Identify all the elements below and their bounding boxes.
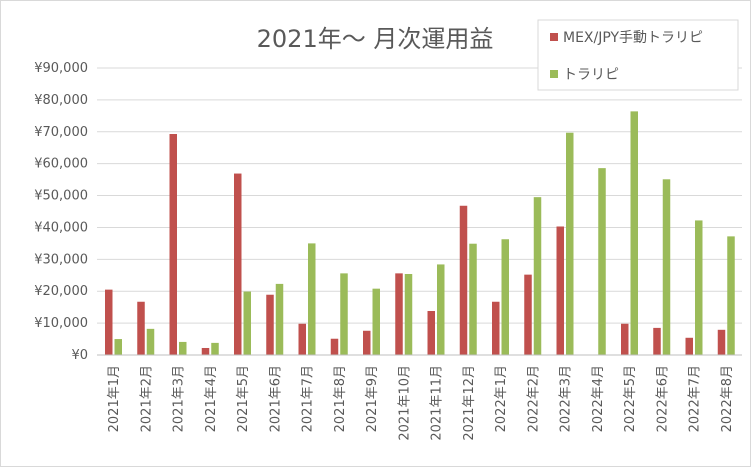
x-tick-label: 2021年5月 xyxy=(236,365,251,432)
y-tick-label: ¥90,000 xyxy=(34,61,88,76)
legend: MEX/JPY手動トラリピ トラリピ xyxy=(537,19,739,91)
x-tick-label: 2022年7月 xyxy=(688,365,703,432)
x-tick-label: 2022年3月 xyxy=(559,365,574,432)
legend-label-trap: トラリピ xyxy=(563,67,619,83)
y-tick-label: ¥70,000 xyxy=(34,125,88,140)
bar-trap xyxy=(114,339,122,355)
bar-trap xyxy=(630,111,638,355)
x-tick-label: 2022年6月 xyxy=(655,365,670,432)
x-tick-label: 2021年1月 xyxy=(107,365,122,432)
x-tick-label: 2022年1月 xyxy=(494,365,509,432)
bar-mex-jpy xyxy=(395,273,403,355)
bar-mex-jpy xyxy=(330,338,339,355)
y-tick-label: ¥50,000 xyxy=(34,189,88,204)
bar-mex-jpy xyxy=(653,327,661,355)
bar-mex-jpy xyxy=(685,337,693,355)
bar-mex-jpy xyxy=(298,323,306,355)
bar-trap xyxy=(727,236,735,355)
bar-trap xyxy=(695,220,703,355)
legend-swatch-mex xyxy=(550,33,558,41)
x-tick-label: 2021年10月 xyxy=(397,365,412,441)
bar-mex-jpy xyxy=(621,323,629,355)
bar-trap xyxy=(533,197,542,355)
y-tick-label: ¥40,000 xyxy=(34,220,88,235)
bar-trap xyxy=(243,291,251,355)
bar-mex-jpy xyxy=(137,301,145,355)
x-tick-label: 2021年4月 xyxy=(204,365,219,432)
y-tick-label: ¥10,000 xyxy=(34,316,88,331)
y-tick-label: ¥30,000 xyxy=(34,252,88,267)
bar-mex-jpy xyxy=(234,173,242,355)
x-tick-label: 2021年8月 xyxy=(333,365,348,432)
x-tick-label: 2021年2月 xyxy=(139,365,154,432)
x-tick-label: 2021年6月 xyxy=(268,365,283,432)
x-tick-label: 2022年2月 xyxy=(526,365,541,432)
bar-mex-jpy xyxy=(363,330,371,355)
bar-mex-jpy xyxy=(556,226,564,355)
chart-title: 2021年〜 月次運用益 xyxy=(257,25,494,53)
x-axis: 2021年1月 2021年2月 2021年3月 2021年4月 2021年5月 2021年… xyxy=(97,354,742,441)
bar-trap xyxy=(566,132,574,355)
bar-mex-jpy xyxy=(201,347,210,355)
bar-trap xyxy=(437,264,445,355)
bar-trap xyxy=(340,273,348,355)
bar-trap xyxy=(404,274,413,355)
bar-mex-jpy xyxy=(524,274,532,355)
bar-trap xyxy=(372,288,380,355)
bar-trap xyxy=(501,239,509,355)
gridlines xyxy=(97,67,742,324)
x-tick-label: 2021年9月 xyxy=(365,365,380,432)
bar-mex-jpy xyxy=(492,301,500,355)
bars xyxy=(105,111,735,355)
x-tick-label: 2022年5月 xyxy=(623,365,638,432)
x-tick-label: 2022年4月 xyxy=(591,365,606,432)
bar-mex-jpy xyxy=(427,310,435,355)
bar-trap xyxy=(598,168,606,355)
y-tick-label: ¥60,000 xyxy=(34,157,88,172)
x-tick-label: 2021年12月 xyxy=(462,365,477,441)
bar-trap xyxy=(308,243,316,355)
y-tick-label: ¥0 xyxy=(71,348,88,363)
bar-trap xyxy=(469,243,477,355)
bar-mex-jpy xyxy=(105,289,113,355)
bar-mex-jpy xyxy=(169,134,177,355)
legend-label-mex: MEX/JPY手動トラリピ xyxy=(563,30,703,46)
x-tick-label: 2022年8月 xyxy=(720,365,735,432)
bar-trap xyxy=(146,328,155,355)
bar-trap xyxy=(662,179,671,355)
y-tick-label: ¥20,000 xyxy=(34,284,88,299)
x-tick-label: 2021年7月 xyxy=(301,365,316,432)
bar-mex-jpy xyxy=(717,329,726,355)
bar-trap xyxy=(179,341,187,355)
y-axis: ¥0 ¥10,000 ¥20,000 ¥30,000 ¥40,000 ¥50,000 ¥60… xyxy=(34,61,88,363)
x-tick-label: 2021年3月 xyxy=(172,365,187,432)
bar-mex-jpy xyxy=(266,294,274,355)
bar-mex-jpy xyxy=(459,205,468,355)
bar-trap xyxy=(211,342,219,355)
bar-trap xyxy=(275,283,284,355)
legend-box xyxy=(537,19,739,91)
x-tick-label: 2021年11月 xyxy=(430,365,445,441)
y-tick-label: ¥80,000 xyxy=(34,93,88,108)
legend-swatch-trap xyxy=(550,70,558,78)
